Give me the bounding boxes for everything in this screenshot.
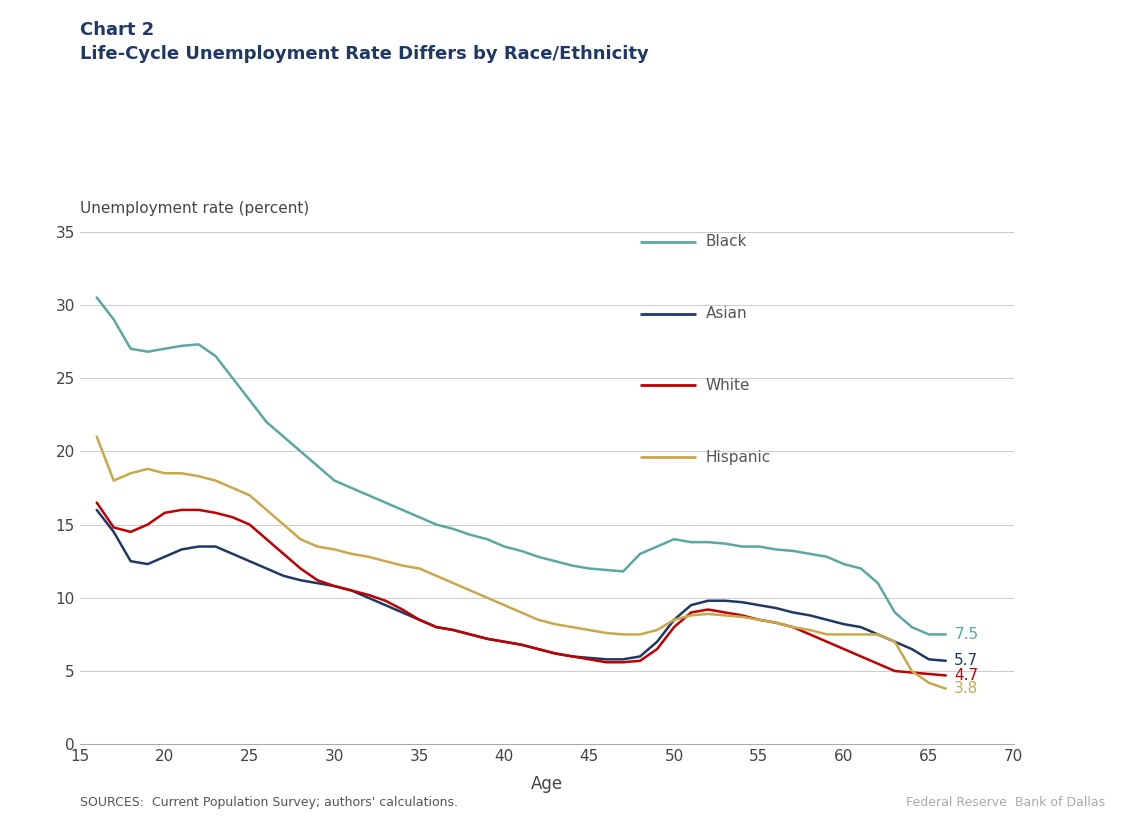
- Text: Chart 2: Chart 2: [80, 21, 154, 39]
- Text: 5.7: 5.7: [954, 653, 978, 668]
- Text: 4.7: 4.7: [954, 668, 978, 683]
- Text: Federal Reserve  Bank of Dallas: Federal Reserve Bank of Dallas: [906, 796, 1105, 809]
- X-axis label: Age: Age: [531, 775, 563, 793]
- Text: 7.5: 7.5: [954, 627, 978, 642]
- Text: Asian: Asian: [705, 306, 747, 321]
- Text: Unemployment rate (percent): Unemployment rate (percent): [80, 201, 309, 216]
- Text: 3.8: 3.8: [954, 681, 978, 696]
- Text: Hispanic: Hispanic: [705, 450, 771, 465]
- Text: Black: Black: [705, 234, 747, 249]
- Text: White: White: [705, 378, 749, 393]
- Text: Life-Cycle Unemployment Rate Differs by Race/Ethnicity: Life-Cycle Unemployment Rate Differs by …: [80, 45, 648, 64]
- Text: SOURCES:  Current Population Survey; authors' calculations.: SOURCES: Current Population Survey; auth…: [80, 796, 458, 809]
